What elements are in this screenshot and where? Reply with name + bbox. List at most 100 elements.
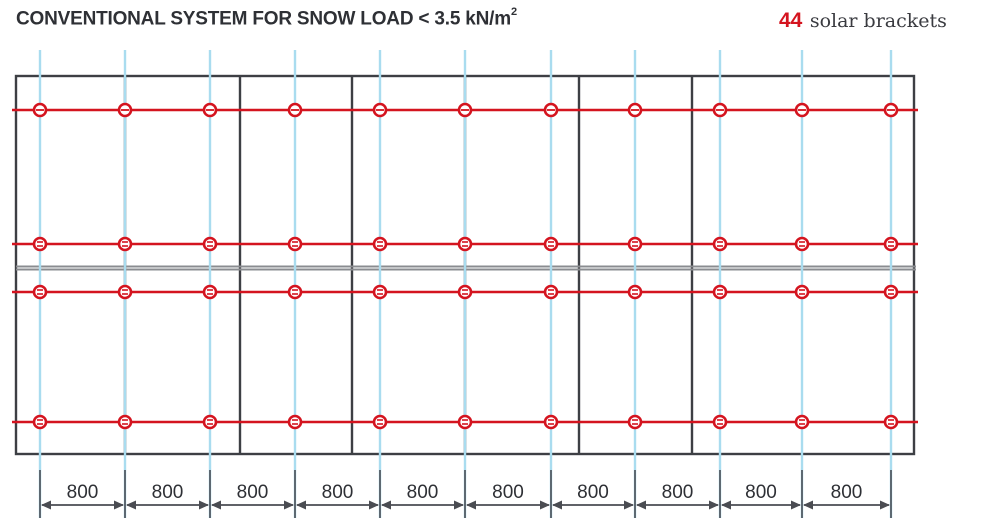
circle-bracket-icon bbox=[627, 236, 643, 252]
arrowhead-left bbox=[636, 500, 646, 510]
diagram-title: CONVENTIONAL SYSTEM FOR SNOW LOAD < 3.5 … bbox=[16, 6, 517, 30]
circle-bracket-icon bbox=[457, 284, 473, 300]
bracket-ring bbox=[202, 236, 218, 252]
bracket-ring bbox=[627, 236, 643, 252]
dimension-label: 800 bbox=[407, 482, 439, 503]
bracket-ring bbox=[627, 284, 643, 300]
arrowhead-left bbox=[552, 500, 562, 510]
circle-bracket-icon bbox=[117, 284, 133, 300]
bracket-ring bbox=[32, 236, 48, 252]
arrowhead-left bbox=[126, 500, 136, 510]
circle-bracket-icon bbox=[287, 284, 303, 300]
dimension-label: 800 bbox=[322, 482, 354, 503]
bracket-ring bbox=[794, 284, 810, 300]
bracket-ring bbox=[794, 414, 810, 430]
bracket-ring bbox=[372, 284, 388, 300]
bracket-ring bbox=[32, 414, 48, 430]
double-arrow-icon bbox=[126, 500, 209, 510]
dimension-label: 800 bbox=[831, 482, 863, 503]
arrowhead-left bbox=[211, 500, 221, 510]
bracket-ring bbox=[117, 236, 133, 252]
bracket-ring bbox=[372, 236, 388, 252]
circle-bracket-icon bbox=[794, 236, 810, 252]
dimension-label: 800 bbox=[577, 482, 609, 503]
arrowhead-right bbox=[880, 500, 890, 510]
arrowhead-right bbox=[284, 500, 294, 510]
double-arrow-icon bbox=[296, 500, 379, 510]
circle-bracket-icon bbox=[457, 102, 473, 118]
double-arrow-icon bbox=[381, 500, 464, 510]
rafter-group bbox=[38, 50, 893, 518]
arrowhead-right bbox=[791, 500, 801, 510]
double-arrow-icon bbox=[466, 500, 550, 510]
dimension-label: 800 bbox=[67, 482, 99, 503]
circle-bracket-icon bbox=[543, 236, 559, 252]
arrowhead-right bbox=[369, 500, 379, 510]
circle-bracket-icon bbox=[32, 102, 48, 118]
circle-bracket-icon bbox=[543, 284, 559, 300]
double-arrow-icon bbox=[41, 500, 124, 510]
double-arrow-icon bbox=[721, 500, 801, 510]
bracket-ring bbox=[457, 284, 473, 300]
circle-bracket-icon bbox=[883, 236, 899, 252]
circle-bracket-icon bbox=[117, 102, 133, 118]
arrowhead-left bbox=[721, 500, 731, 510]
bracket-ring bbox=[883, 284, 899, 300]
circle-bracket-icon bbox=[372, 102, 388, 118]
circle-bracket-icon bbox=[883, 284, 899, 300]
circle-bracket-icon bbox=[287, 236, 303, 252]
circle-bracket-icon bbox=[32, 414, 48, 430]
bracket-ring bbox=[883, 236, 899, 252]
bracket-ring bbox=[883, 414, 899, 430]
bracket-count-number: 44 bbox=[779, 9, 803, 32]
bracket-ring bbox=[457, 236, 473, 252]
bracket-ring bbox=[712, 284, 728, 300]
circle-bracket-icon bbox=[627, 414, 643, 430]
arrowhead-right bbox=[454, 500, 464, 510]
dimension-label: 800 bbox=[662, 482, 694, 503]
bracket-ring bbox=[712, 236, 728, 252]
arrowhead-left bbox=[296, 500, 306, 510]
arrowhead-left bbox=[381, 500, 391, 510]
circle-bracket-icon bbox=[712, 102, 728, 118]
circle-bracket-icon bbox=[287, 414, 303, 430]
dimension-group: 800 800 800 800 800 800 800 800 800 800 bbox=[39, 470, 892, 518]
circle-bracket-icon bbox=[202, 284, 218, 300]
circle-bracket-icon bbox=[287, 102, 303, 118]
arrowhead-right bbox=[709, 500, 719, 510]
circle-bracket-icon bbox=[32, 284, 48, 300]
circle-bracket-icon bbox=[372, 284, 388, 300]
circle-bracket-icon bbox=[202, 102, 218, 118]
bracket-ring bbox=[117, 284, 133, 300]
circle-bracket-icon bbox=[117, 414, 133, 430]
circle-bracket-icon bbox=[457, 236, 473, 252]
double-arrow-icon bbox=[636, 500, 719, 510]
bracket-ring bbox=[32, 284, 48, 300]
circle-bracket-icon bbox=[883, 414, 899, 430]
circle-bracket-icon bbox=[457, 414, 473, 430]
arrowhead-left bbox=[803, 500, 813, 510]
bracket-ring bbox=[287, 284, 303, 300]
dimension-label: 800 bbox=[152, 482, 184, 503]
bracket-ring bbox=[117, 414, 133, 430]
bracket-ring bbox=[543, 236, 559, 252]
arrowhead-left bbox=[41, 500, 51, 510]
double-arrow-icon bbox=[803, 500, 890, 510]
bracket-ring bbox=[202, 284, 218, 300]
bracket-ring bbox=[794, 236, 810, 252]
title-superscript: 2 bbox=[510, 6, 517, 18]
circle-bracket-icon bbox=[202, 414, 218, 430]
arrowhead-right bbox=[540, 500, 550, 510]
bracket-count-label: 44 solar brackets bbox=[779, 9, 947, 33]
bracket-ring bbox=[543, 414, 559, 430]
bracket-count-text: solar brackets bbox=[809, 10, 947, 32]
bracket-ring bbox=[543, 284, 559, 300]
double-arrow-icon bbox=[552, 500, 634, 510]
circle-bracket-icon bbox=[32, 236, 48, 252]
arrowhead-right bbox=[624, 500, 634, 510]
bracket-ring bbox=[287, 236, 303, 252]
title-text: CONVENTIONAL SYSTEM FOR SNOW LOAD < 3.5 … bbox=[16, 8, 511, 30]
bracket-ring bbox=[627, 414, 643, 430]
circle-bracket-icon bbox=[627, 284, 643, 300]
